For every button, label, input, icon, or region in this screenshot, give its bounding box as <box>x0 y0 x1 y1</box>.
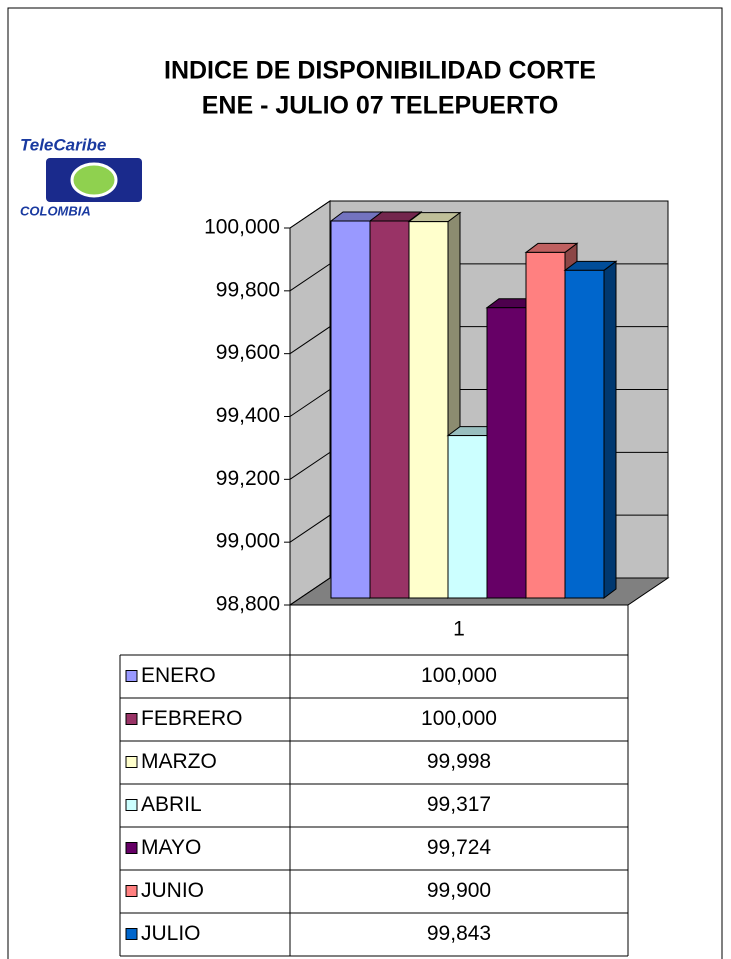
y-tick-label: 99,000 <box>216 530 280 553</box>
table-value: 100,000 <box>421 707 497 730</box>
y-tick-label: 98,800 <box>216 593 280 616</box>
legend-swatch <box>125 713 138 725</box>
table-value: 99,998 <box>427 750 491 773</box>
legend-label: ENERO <box>141 664 216 687</box>
y-tick-label: 99,600 <box>216 341 280 364</box>
legend-swatch <box>125 842 138 854</box>
table-value: 99,900 <box>427 879 491 902</box>
legend-label: MAYO <box>141 836 201 859</box>
legend-label: JUNIO <box>141 879 204 902</box>
y-tick-label: 99,400 <box>216 404 280 427</box>
logo-icon <box>70 162 118 198</box>
bar <box>564 269 605 599</box>
legend-label: ABRIL <box>141 793 202 816</box>
bar <box>330 220 371 599</box>
table-value: 100,000 <box>421 664 497 687</box>
legend-swatch <box>125 670 138 682</box>
page-border <box>7 7 723 959</box>
y-tick-label: 100,000 <box>204 216 280 239</box>
logo-text: COLOMBIA <box>20 203 91 218</box>
bar <box>486 307 527 599</box>
logo: TeleCaribe COLOMBIA <box>20 135 142 218</box>
bar-side <box>603 260 617 599</box>
legend-swatch <box>125 928 138 940</box>
bar <box>447 435 488 599</box>
bar <box>369 220 410 599</box>
logo-text: TeleCaribe <box>20 135 106 154</box>
legend-label: FEBRERO <box>141 707 243 730</box>
legend-label: MARZO <box>141 750 217 773</box>
table-header: 1 <box>453 618 465 641</box>
chart-title: INDICE DE DISPONIBILIDAD CORTE <box>164 57 596 85</box>
table-value: 99,724 <box>427 836 492 859</box>
y-tick-label: 99,200 <box>216 467 280 490</box>
legend-swatch <box>125 799 138 811</box>
grid-line <box>289 200 668 229</box>
bar <box>525 251 566 599</box>
y-tick-label: 99,800 <box>216 278 280 301</box>
bar <box>408 221 449 599</box>
chart-title: ENE - JULIO 07 TELEPUERTO <box>202 92 559 120</box>
legend-label: JULIO <box>141 922 201 945</box>
table-value: 99,317 <box>427 793 491 816</box>
legend-swatch <box>125 756 138 768</box>
legend-swatch <box>125 885 138 897</box>
table-value: 99,843 <box>427 922 491 945</box>
